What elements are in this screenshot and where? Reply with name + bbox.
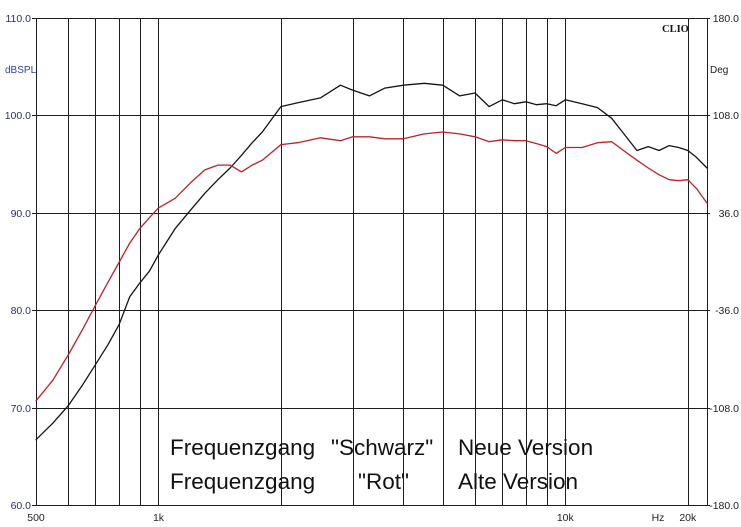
series-layer [35, 82, 708, 441]
y2-tick-label: -180.0 [709, 500, 739, 512]
y2-tick-label: -36.0 [715, 305, 739, 317]
grid [32, 18, 710, 506]
y-tick-label: 80.0 [11, 305, 32, 317]
y-axis-label: dBSPL [5, 65, 37, 76]
x-axis-label: Hz [652, 512, 665, 524]
x-tick-label: 500 [27, 512, 45, 524]
y-tick-label: 70.0 [11, 403, 32, 415]
y-tick-label: 110.0 [6, 13, 32, 25]
series-line-2 [35, 131, 708, 402]
legend-label-2: Alte Version [458, 469, 578, 494]
legend-prefix-1: Frequenzgang [170, 435, 315, 460]
y2-tick-label: 180.0 [713, 13, 739, 25]
clio-brand: CLIO [662, 24, 689, 35]
legend: Frequenzgang "Schwarz" Neue Version Freq… [170, 435, 593, 494]
y-tick-label: 90.0 [11, 208, 32, 220]
x-tick-label: 20k [679, 512, 697, 524]
legend-key-2: "Rot" [358, 469, 409, 494]
legend-key-1: "Schwarz" [331, 435, 433, 460]
tick-labels: 110.0 100.0 90.0 80.0 70.0 60.0 180.0 108.0 36.0… [5, 13, 739, 524]
x-tick-label: 10k [557, 512, 575, 524]
legend-prefix-2: Frequenzgang [170, 469, 315, 494]
series-line-1 [35, 82, 708, 441]
y-tick-label: 60.0 [11, 500, 32, 512]
y-tick-label: 100.0 [5, 110, 31, 122]
x-tick-label: 1k [153, 512, 165, 524]
y2-tick-label: -108.0 [709, 403, 739, 415]
y2-axis-label: Deg [710, 65, 728, 76]
legend-label-1: Neue Version [458, 435, 593, 460]
y2-tick-label: 36.0 [719, 208, 740, 220]
y2-tick-label: 108.0 [713, 110, 739, 122]
